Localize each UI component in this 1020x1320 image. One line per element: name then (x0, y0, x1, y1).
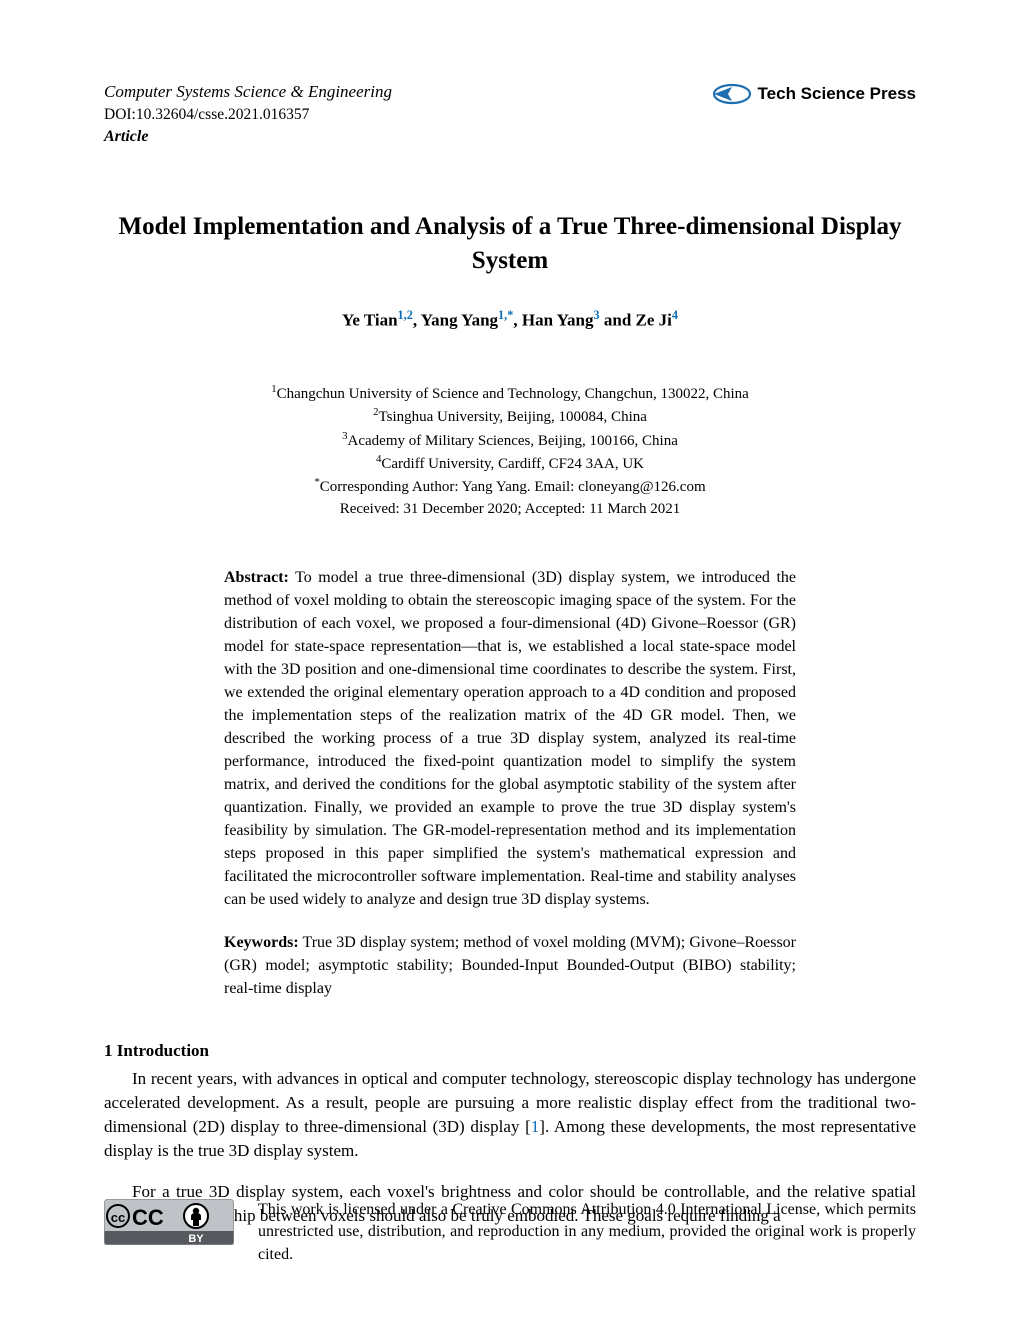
svg-text:BY: BY (188, 1233, 204, 1245)
publisher-logo: Tech Science Press (710, 82, 916, 106)
author-affil-link[interactable]: 1,* (498, 308, 513, 322)
author-affil-link[interactable]: 4 (672, 308, 678, 322)
doi-text: DOI:10.32604/csse.2021.016357 (104, 106, 392, 124)
abstract-label: Abstract: (224, 569, 289, 586)
author-name: Yang Yang (421, 310, 498, 329)
license-footer: CC cc BY This work is licensed under a C… (104, 1199, 916, 1266)
section-heading-introduction: 1 Introduction (104, 1041, 916, 1061)
abstract-block: Abstract: To model a true three-dimensio… (224, 566, 796, 911)
affiliation-text: Cardiff University, Cardiff, CF24 3AA, U… (381, 456, 644, 472)
author-name: Ze Ji (636, 310, 672, 329)
journal-name: Computer Systems Science & Engineering (104, 82, 392, 102)
cc-by-badge-icon: CC cc BY (104, 1199, 234, 1245)
affiliation-text: Tsinghua University, Beijing, 100084, Ch… (379, 409, 647, 425)
svg-text:cc: cc (111, 1210, 125, 1225)
article-type-label: Article (104, 128, 392, 146)
citation-link[interactable]: 1 (531, 1117, 540, 1136)
affiliation-text: Academy of Military Sciences, Beijing, 1… (348, 433, 678, 449)
affiliation-text: Changchun University of Science and Tech… (277, 386, 749, 402)
svg-text:CC: CC (132, 1205, 164, 1230)
affiliations-block: 1Changchun University of Science and Tec… (104, 382, 916, 520)
author-separator: , (413, 310, 421, 329)
author-line: Ye Tian1,2, Yang Yang1,*, Han Yang3 and … (104, 308, 916, 331)
corresponding-author: Corresponding Author: Yang Yang. Email: … (320, 479, 706, 495)
publisher-arrow-icon (710, 82, 752, 106)
author-name: Ye Tian (342, 310, 398, 329)
author-affil-link[interactable]: 1,2 (398, 308, 413, 322)
keywords-label: Keywords: (224, 934, 299, 951)
abstract-text: To model a true three-dimensional (3D) d… (224, 569, 796, 908)
author-separator: and (600, 310, 636, 329)
page-header: Computer Systems Science & Engineering D… (104, 82, 916, 146)
keywords-text: True 3D display system; method of voxel … (224, 934, 796, 997)
keywords-block: Keywords: True 3D display system; method… (224, 931, 796, 1000)
author-separator: , (513, 310, 522, 329)
paper-title: Model Implementation and Analysis of a T… (104, 210, 916, 278)
author-name: Han Yang (522, 310, 594, 329)
publisher-name: Tech Science Press (758, 84, 916, 104)
intro-paragraph-1: In recent years, with advances in optica… (104, 1067, 916, 1164)
received-accepted-dates: Received: 31 December 2020; Accepted: 11… (104, 499, 916, 520)
license-text: This work is licensed under a Creative C… (258, 1199, 916, 1266)
